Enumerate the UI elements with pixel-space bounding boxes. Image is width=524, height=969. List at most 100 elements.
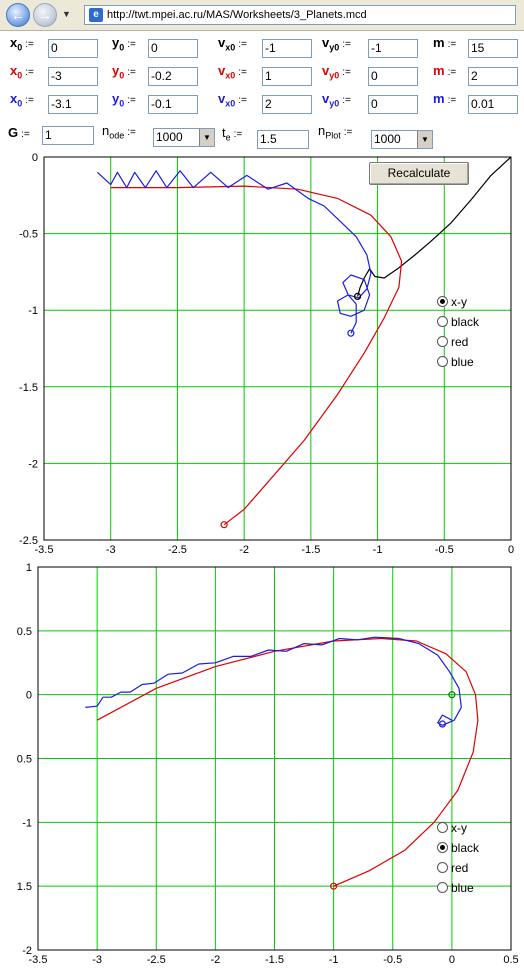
x0-label: x0:= [10,35,34,53]
x-tick-label: -1.5 [265,954,284,966]
body-position-marker [220,521,228,529]
radio-circle-icon [437,882,448,893]
radio-label: x-y [451,821,467,835]
y0-label: y0:= [112,63,136,81]
m-input[interactable]: 2 [468,67,518,86]
radio-label: black [451,841,480,855]
m-label: m:= [433,35,457,50]
m-input[interactable]: 0.01 [468,95,518,114]
y0-input[interactable]: 0 [148,39,198,58]
x0-input[interactable]: -3 [48,67,98,86]
radio-circle-icon [437,356,448,367]
back-button[interactable]: ← [6,3,30,27]
recalculate-button[interactable]: Recalculate [369,162,469,185]
radio-circle-icon [437,862,448,873]
radio-label: blue [451,881,474,895]
trajectory-line [96,637,479,887]
vy0-label: vy0:= [322,35,351,53]
y-tick-label: -2.5 [19,535,38,547]
vx0-input[interactable]: -1 [262,39,312,58]
radio-label: red [451,861,469,875]
y-tick-label: -2 [22,945,32,957]
radio-x-y[interactable]: x-y [437,820,467,836]
x-tick-label: -2.5 [147,954,166,966]
trajectory-line [85,636,462,726]
y0-label: y0:= [112,91,136,109]
radio-circle-icon [437,336,448,347]
x-tick-label: -1 [373,544,383,556]
nplot-label: nPlot:= [318,123,353,141]
body-position-marker [438,720,447,728]
vx0-label: vx0:= [218,35,247,53]
y-tick-label: -2 [28,458,38,470]
trajectory-line [357,156,512,297]
y-tick-label: 0 [26,690,32,702]
vy0-input[interactable]: 0 [368,67,418,86]
radio-black[interactable]: black [437,840,479,856]
radio-red[interactable]: red [437,860,468,876]
y-tick-label: -0.5 [19,229,38,241]
m-label: m:= [433,63,457,78]
x-tick-label: 0 [508,544,514,556]
y0-input[interactable]: -0.1 [148,95,198,114]
x-tick-label: -3 [92,954,102,966]
chevron-down-icon: ▼ [417,131,432,148]
address-bar[interactable]: e http://twt.mpei.ac.ru/MAS/Worksheets/3_… [84,5,516,25]
radio-circle-icon [437,296,448,307]
radio-blue[interactable]: blue [437,880,474,896]
radio-blue[interactable]: blue [437,354,474,370]
x0-input[interactable]: -3.1 [48,95,98,114]
radio-label: x-y [451,295,467,309]
x-tick-label: -3.5 [35,544,54,556]
vx0-input[interactable]: 1 [262,67,312,86]
x-tick-label: -3 [106,544,116,556]
x-tick-label: -1.5 [301,544,320,556]
radio-black[interactable]: black [437,314,479,330]
m-label: m:= [433,91,457,106]
x-tick-label: -2.5 [168,544,187,556]
x-tick-label: 0 [449,954,455,966]
te-label: te:= [222,125,243,143]
trajectory-line [110,185,403,526]
trajectory-chart-xy: -3.5 -3 -2.5 -2 -1.5 -1 -0.5 0 0 -0.5 -1 -1.5 -2 -2.5 [19,152,514,556]
node-select[interactable]: 1000 ▼ [153,128,215,147]
radio-circle-icon [437,842,448,853]
vx0-input[interactable]: 2 [262,95,312,114]
trajectory-chart-black: -3.5 -3 -2.5 -2 -1.5 -1 -0.5 0 0.5 1 0.5 0 0.5 -1 1.5 -… [17,562,519,966]
m-input[interactable]: 15 [468,39,518,58]
forward-button[interactable]: → [33,3,57,27]
y-tick-label: -1 [22,817,32,829]
x-tick-label: -2 [239,544,249,556]
nplot-select[interactable]: 1000 ▼ [371,130,433,149]
y-tick-label: 0.5 [17,626,32,638]
radio-label: blue [451,355,474,369]
y0-input[interactable]: -0.2 [148,67,198,86]
x0-input[interactable]: 0 [48,39,98,58]
vy0-input[interactable]: 0 [368,95,418,114]
vy0-input[interactable]: -1 [368,39,418,58]
x-tick-label: -3.5 [29,954,48,966]
history-dropdown-icon[interactable]: ▼ [62,9,71,19]
g-label: G:= [8,125,30,140]
node-label: node:= [102,123,136,141]
body-position-marker [448,691,456,699]
body-position-marker [353,292,362,301]
vx0-label: vx0:= [218,63,247,81]
x0-label: x0:= [10,91,34,109]
g-input[interactable]: 1 [42,126,94,145]
y-tick-label: 1.5 [17,881,32,893]
address-url: http://twt.mpei.ac.ru/MAS/Worksheets/3_P… [107,9,367,21]
radio-circle-icon [437,316,448,327]
y-tick-label: 0.5 [17,754,32,766]
radio-red[interactable]: red [437,334,468,350]
y0-label: y0:= [112,35,136,53]
x0-label: x0:= [10,63,34,81]
x-tick-label: -0.5 [435,544,454,556]
x-tick-label: -2 [210,954,220,966]
vy0-label: vy0:= [322,63,351,81]
te-input[interactable]: 1.5 [257,130,309,149]
radio-label: black [451,315,480,329]
radio-circle-icon [437,822,448,833]
radio-x-y[interactable]: x-y [437,294,467,310]
chevron-down-icon: ▼ [199,129,214,146]
